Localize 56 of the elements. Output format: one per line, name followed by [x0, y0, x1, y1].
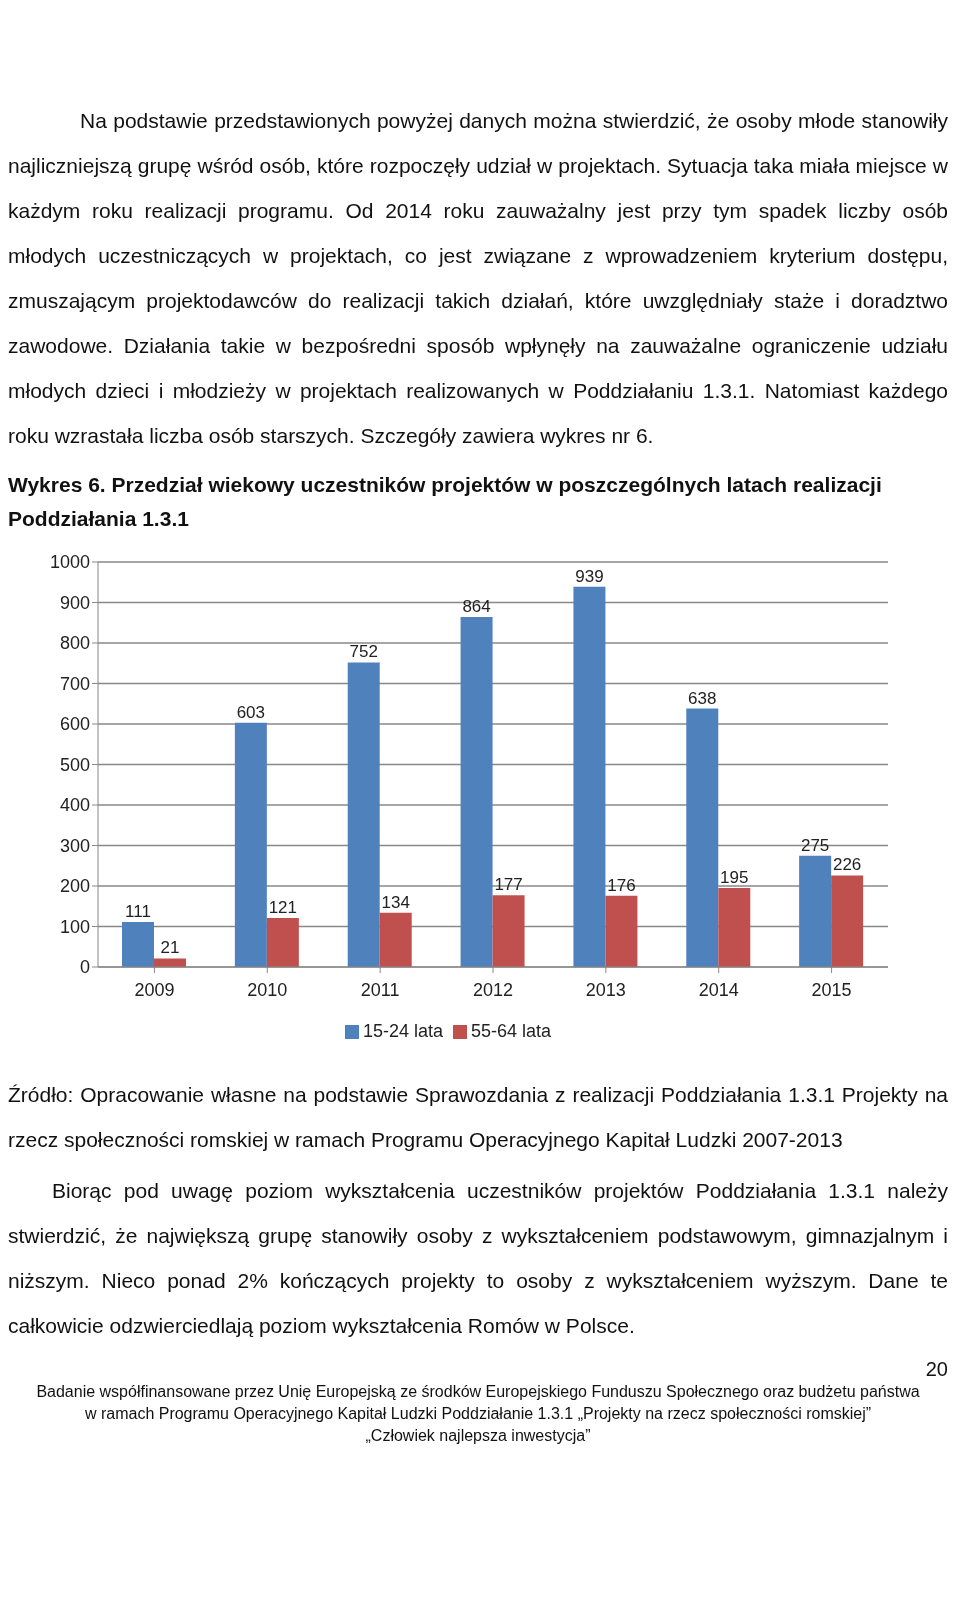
data-label: 864 — [462, 597, 491, 617]
x-tick-label: 2012 — [472, 979, 514, 1000]
text: 20 — [924, 1358, 948, 1381]
data-label: 638 — [688, 688, 717, 708]
data-label: 111 — [125, 902, 151, 922]
bar — [234, 722, 267, 967]
data-label: 121 — [268, 897, 298, 917]
x-tick-label: 2013 — [585, 979, 626, 1000]
data-label: 939 — [575, 566, 604, 586]
y-tick-label: 100 — [59, 916, 90, 937]
bar — [154, 958, 186, 967]
bar — [686, 708, 719, 967]
x-tick-label: 2014 — [698, 979, 739, 1000]
data-label: 275 — [800, 835, 830, 855]
bar — [122, 922, 154, 967]
x-tick-label: 2009 — [134, 979, 175, 1000]
text: Badanie współfinansowane przez Unię Europejską ze środków Europejskiego Funduszu Społecznego oraz budżetu państwa — [35, 1382, 921, 1402]
y-tick-label: 200 — [59, 876, 90, 897]
y-tick-label: 500 — [59, 754, 90, 775]
data-label: 134 — [381, 892, 410, 912]
bar — [492, 895, 525, 967]
text: Źródło: Opracowanie własne na podstawie Sprawozdania z realizacji Poddziałania 1.3.1 Projekty na rzecz społeczności romskiej w ramach Programu Operacyjnego Kapitał Ludzki 2007-2013 — [8, 1082, 948, 1153]
x-tick-label: 2010 — [247, 979, 288, 1000]
bar — [831, 875, 864, 967]
y-tick-label: 300 — [59, 835, 90, 856]
y-tick-label: 900 — [59, 592, 90, 613]
data-label: 195 — [720, 868, 749, 888]
bar — [460, 617, 493, 967]
legend-label: 15-24 lata — [362, 1021, 443, 1041]
bar — [605, 895, 638, 967]
text: Biorąc pod uwagę poziom wykształcenia uczestników projektów Poddziałania 1.3.1 należy stwierdzić, że największą grupę stanowiły osoby z wykształceniem podstawowym, gimnazjalnym i niższym. Nieco ponad 2% kończących projekty to osoby z wykształceniem wyższym. Dane te całkowicie odzwierciedlają poziom wykształcenia Romów w Polsce. — [8, 1178, 948, 1339]
y-tick-label: 800 — [59, 633, 90, 654]
x-tick-label: 2011 — [360, 979, 400, 1000]
y-tick-label: 600 — [59, 714, 90, 735]
bar — [347, 662, 380, 967]
text: Na podstawie przedstawionych powyżej danych można stwierdzić, że osoby młode stanowiły najliczniejszą grupę wśród osób, które rozpoczęły udział w projektach. Sytuacja taka miała miejsce w każdym roku realizacji programu. Od 2014 roku zauważalny jest przy tym spadek liczby osób młodych uczestniczących w projektach, co jest związane z wprowadzeniem kryterium dostępu, zmuszającym projektodawców do realizacji takich działań, które uwzględniały staże i doradztwo zawodowe. Działania takie w bezpośredni sposób wpłynęły na zauważalne ograniczenie udziału młodych dzieci i młodzieży w projektach realizowanych w Poddziałaniu 1.3.1. Natomiast każdego roku wzrastała liczba osób starszych. Szczegóły zawiera wykres nr 6. — [8, 108, 948, 449]
x-tick-label: 2015 — [811, 979, 852, 1000]
data-label: 752 — [349, 642, 378, 662]
data-label: 176 — [607, 875, 636, 895]
data-label: 603 — [236, 702, 266, 722]
data-label: 226 — [832, 855, 862, 875]
bar — [718, 888, 751, 967]
y-tick-label: 1000 — [49, 552, 90, 573]
bar — [266, 918, 299, 967]
text: w ramach Programu Operacyjnego Kapitał Ludzki Poddziałanie 1.3.1 „Projekty na rzecz społeczności romskiej” — [83, 1404, 873, 1424]
bar — [379, 912, 412, 967]
chart-title: Wykres 6. Przedział wiekowy uczestników projektów w poszczególnych latach realizacji Poddziałania 1.3.1 — [8, 472, 883, 532]
y-tick-label: 0 — [79, 957, 90, 978]
bar — [573, 586, 606, 967]
y-tick-label: 400 — [59, 795, 90, 816]
legend-label: 55-64 lata — [471, 1021, 552, 1041]
y-tick-label: 700 — [59, 673, 90, 694]
bar — [799, 855, 832, 967]
text: „Człowiek najlepsza inwestycja” — [364, 1426, 592, 1446]
data-label: 177 — [494, 875, 523, 895]
data-label: 21 — [160, 938, 180, 958]
